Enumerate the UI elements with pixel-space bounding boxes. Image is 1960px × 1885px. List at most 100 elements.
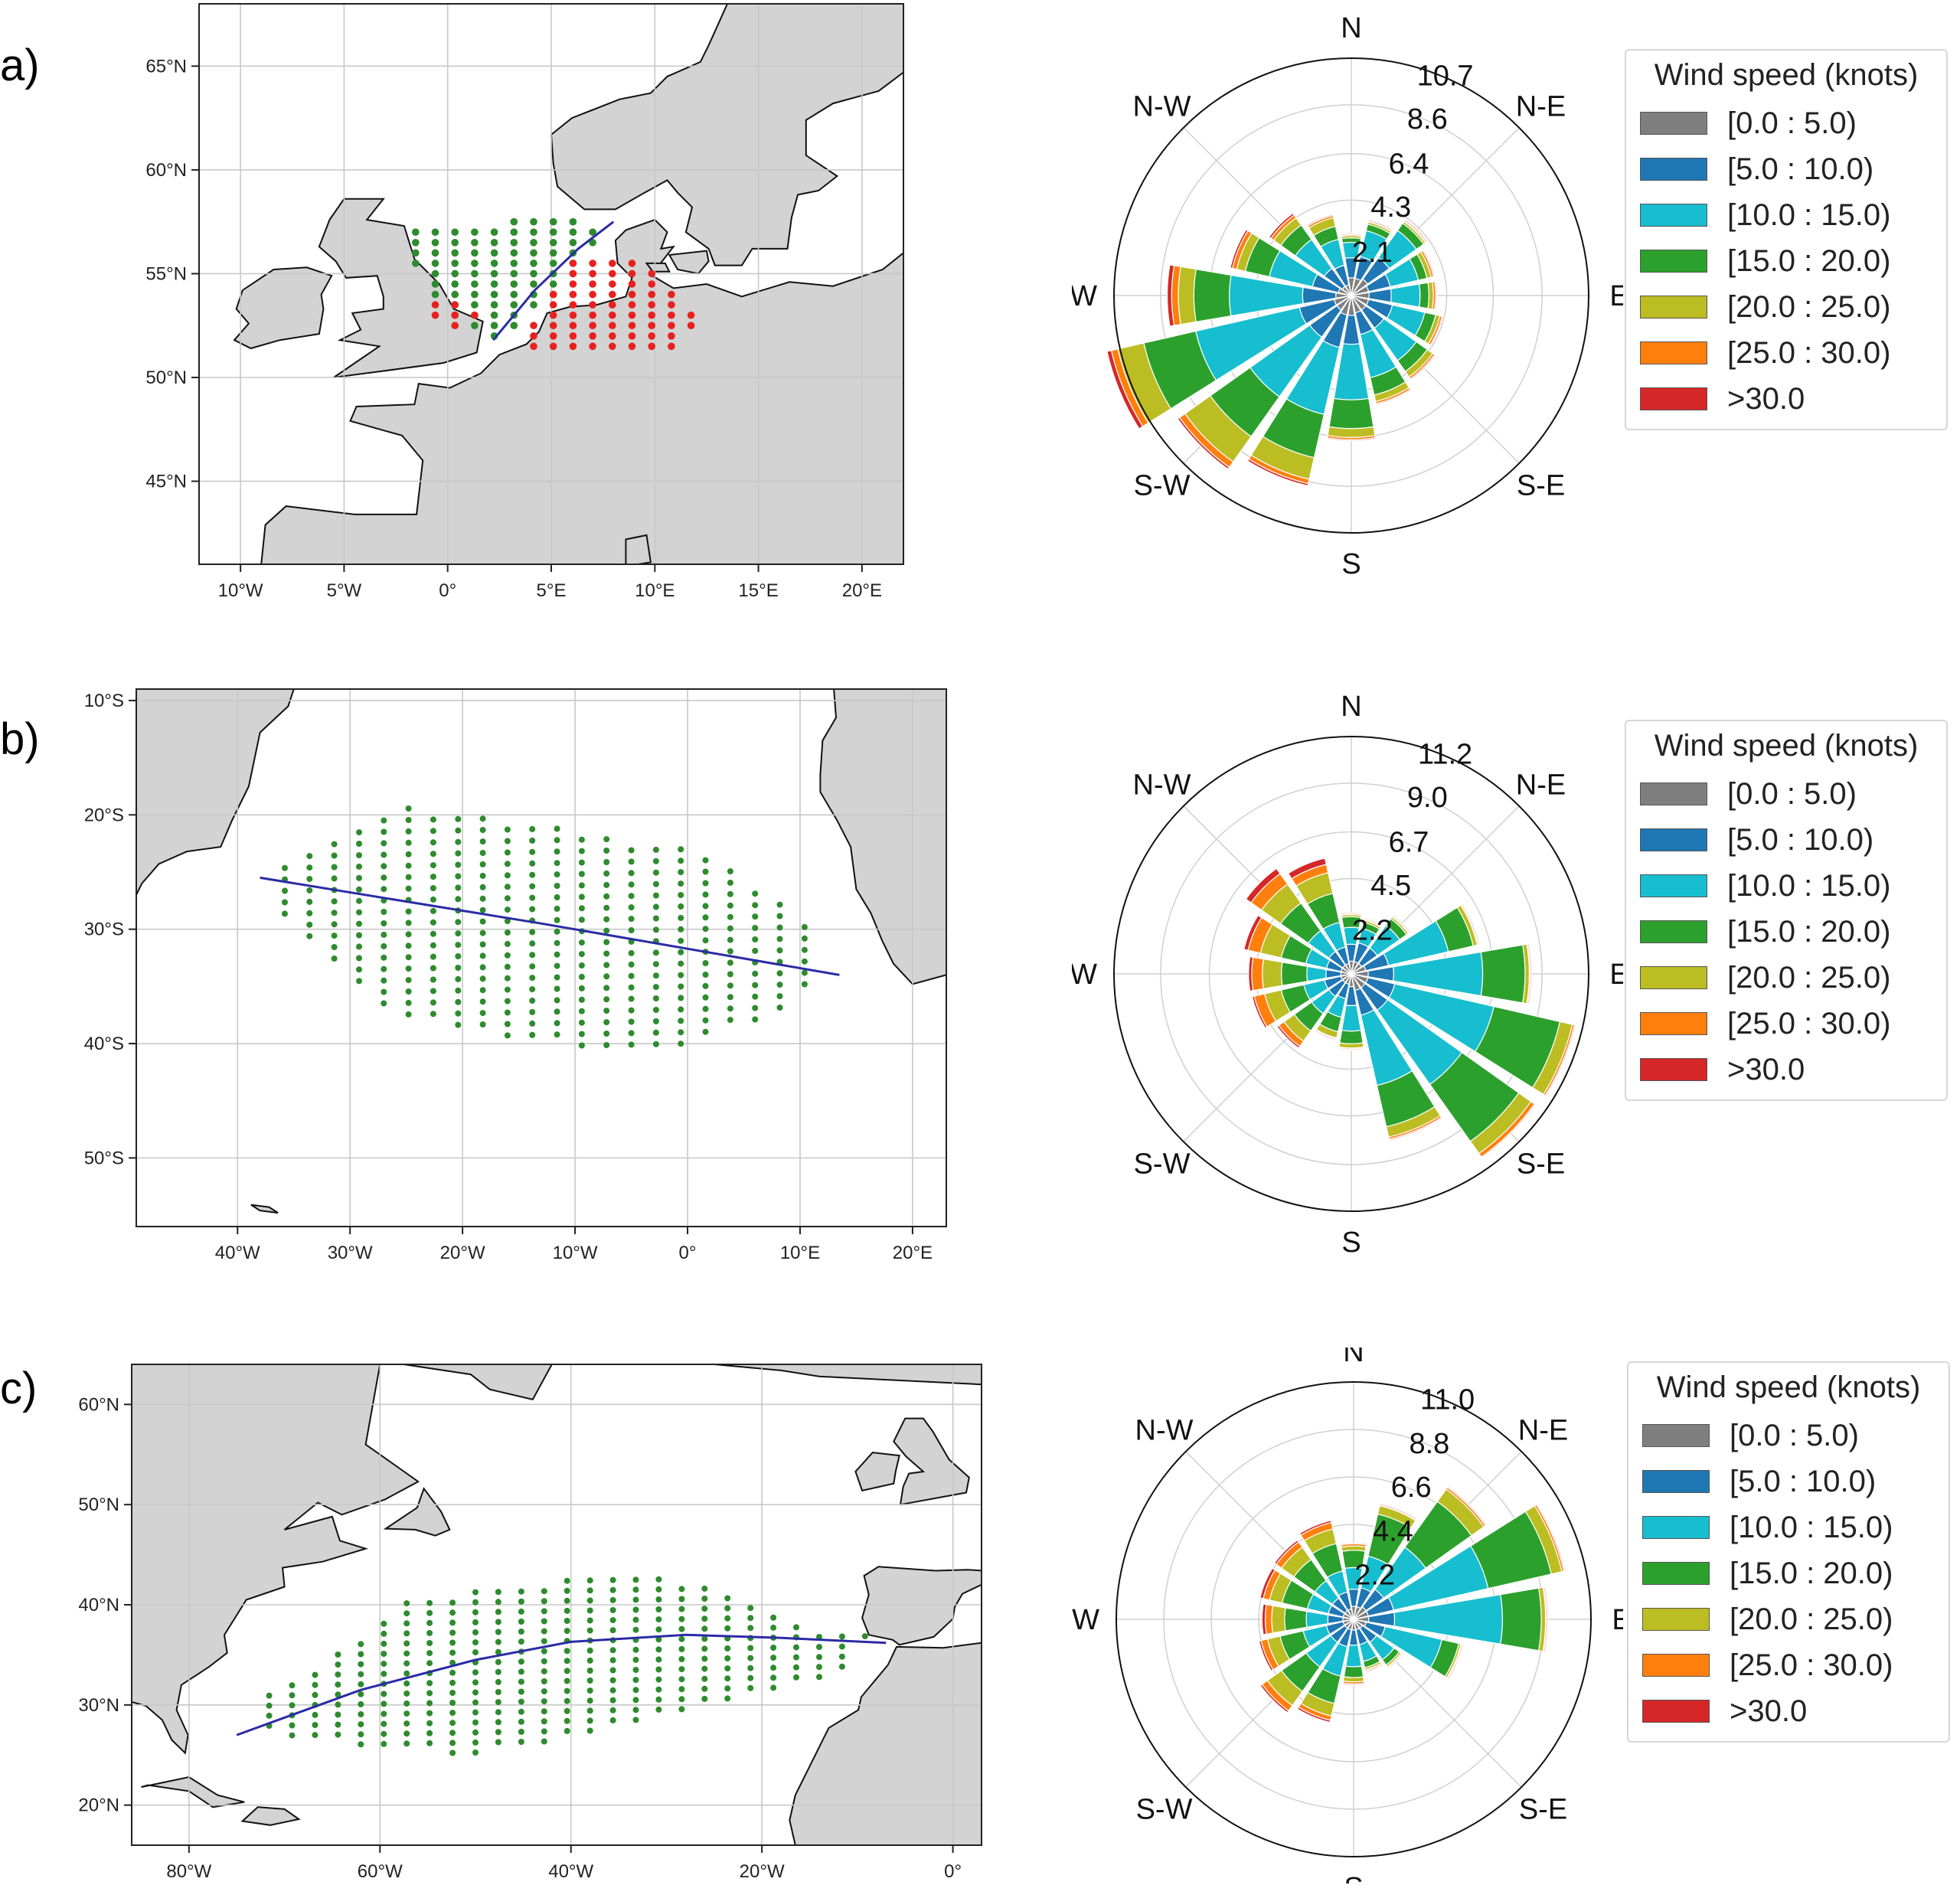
- legend-item: [15.0 : 20.0): [1640, 915, 1890, 949]
- sample-point: [727, 902, 733, 909]
- sample-point: [747, 1645, 754, 1651]
- sample-point: [554, 951, 560, 958]
- y-tick-label: 10°S: [84, 691, 124, 711]
- sample-point: [586, 1617, 593, 1624]
- sample-point: [426, 1660, 433, 1667]
- sample-point: [727, 913, 733, 920]
- sample-point: [564, 1717, 570, 1724]
- rose-bar-SSW-bin-6: [1246, 458, 1309, 487]
- land-polygon: [403, 1364, 553, 1400]
- legend-label: [20.0 : 25.0): [1727, 289, 1891, 324]
- rose-bar-S-bin-3: [1343, 1665, 1364, 1678]
- map-panel-c: 80°W 60°W 40°W 20°W 0° 20°N 30°N 40°N 50°N 60°N: [78, 1364, 982, 1882]
- sample-point: [701, 1675, 708, 1682]
- sample-point: [678, 1606, 685, 1612]
- sample-point: [652, 1007, 659, 1013]
- sample-point: [403, 1600, 410, 1607]
- sample-point: [510, 260, 518, 267]
- x-tick-label: 5°E: [537, 580, 567, 601]
- sample-point: [306, 876, 313, 882]
- sample-point: [702, 914, 709, 921]
- sample-point: [356, 966, 362, 973]
- rose-bar-W-bin-6: [1261, 1603, 1267, 1635]
- sample-point: [405, 931, 412, 938]
- sample-point: [652, 880, 659, 887]
- sample-point: [405, 839, 412, 846]
- radial-tick-label: 11.0: [1420, 1384, 1475, 1416]
- sample-point: [564, 1707, 570, 1714]
- sample-point: [648, 342, 655, 351]
- sample-point: [518, 1638, 524, 1645]
- legend-swatch: [1642, 1608, 1710, 1631]
- sample-point: [668, 342, 675, 351]
- rose-bar-W-bin-3: [1284, 1607, 1308, 1632]
- sample-point: [472, 1719, 479, 1726]
- sample-point: [609, 1576, 616, 1583]
- sample-point: [701, 1585, 708, 1592]
- sample-point: [578, 848, 585, 854]
- sample-point: [504, 918, 511, 924]
- sample-point: [430, 930, 436, 937]
- sample-point: [609, 1607, 616, 1613]
- sample-point: [479, 872, 486, 879]
- sample-point: [724, 1675, 731, 1682]
- y-tick-label: 50°N: [145, 368, 187, 388]
- sample-point: [554, 871, 560, 878]
- sample-point: [628, 322, 636, 330]
- sample-point: [455, 953, 462, 959]
- sample-point: [472, 1639, 479, 1646]
- sample-point: [770, 1655, 777, 1661]
- y-tick-label: 65°N: [145, 56, 187, 77]
- sample-point: [589, 270, 596, 278]
- sample-point: [678, 1706, 685, 1713]
- legend-label: [5.0 : 10.0): [1727, 822, 1874, 857]
- sample-point: [603, 927, 610, 934]
- sample-point: [426, 1710, 433, 1717]
- sample-point: [356, 852, 362, 858]
- sample-point: [451, 228, 459, 237]
- sample-point: [490, 301, 498, 309]
- sample-point: [381, 874, 387, 881]
- sample-point: [628, 916, 635, 923]
- sample-point: [569, 228, 577, 237]
- sample-point: [652, 972, 659, 979]
- legend-swatch: [1640, 204, 1707, 227]
- sample-point: [504, 986, 511, 993]
- sample-point: [455, 1021, 462, 1028]
- legend-item: [10.0 : 15.0): [1640, 198, 1890, 232]
- sample-point: [504, 872, 511, 879]
- sample-point: [541, 1678, 547, 1684]
- sample-point: [752, 993, 759, 1000]
- sample-point: [495, 1709, 501, 1716]
- sample-point: [504, 849, 511, 856]
- sample-point: [747, 1615, 754, 1622]
- sample-point: [678, 1666, 685, 1673]
- x-tick-label: 0°: [439, 580, 456, 601]
- sample-point: [655, 1616, 662, 1623]
- land-polygon: [136, 689, 295, 896]
- sample-point: [490, 280, 498, 288]
- rose-bar-SE-bin-6: [1387, 1653, 1404, 1670]
- sample-point: [727, 936, 733, 943]
- sample-point: [609, 260, 616, 267]
- rose-bar-ESE-bin-6: [1544, 1024, 1576, 1097]
- sample-point: [412, 239, 420, 247]
- sample-point: [541, 1718, 547, 1725]
- sample-point: [495, 1589, 501, 1596]
- sample-point: [495, 1699, 501, 1706]
- sample-point: [727, 868, 733, 874]
- sample-point: [518, 1658, 524, 1665]
- sample-point: [495, 1689, 501, 1695]
- sample-point: [495, 1638, 501, 1645]
- sample-point: [589, 332, 596, 340]
- rose-bar-E-bin-2: [1390, 283, 1421, 308]
- y-tick-label: 60°N: [78, 1394, 119, 1415]
- sample-point: [655, 1686, 662, 1693]
- sample-point: [801, 958, 808, 965]
- sample-point: [358, 1711, 364, 1717]
- rose-bar-W-bin-3: [1193, 269, 1232, 322]
- sample-point: [518, 1728, 524, 1735]
- sample-point: [431, 239, 439, 247]
- sample-point: [358, 1651, 364, 1658]
- sample-point: [455, 919, 462, 926]
